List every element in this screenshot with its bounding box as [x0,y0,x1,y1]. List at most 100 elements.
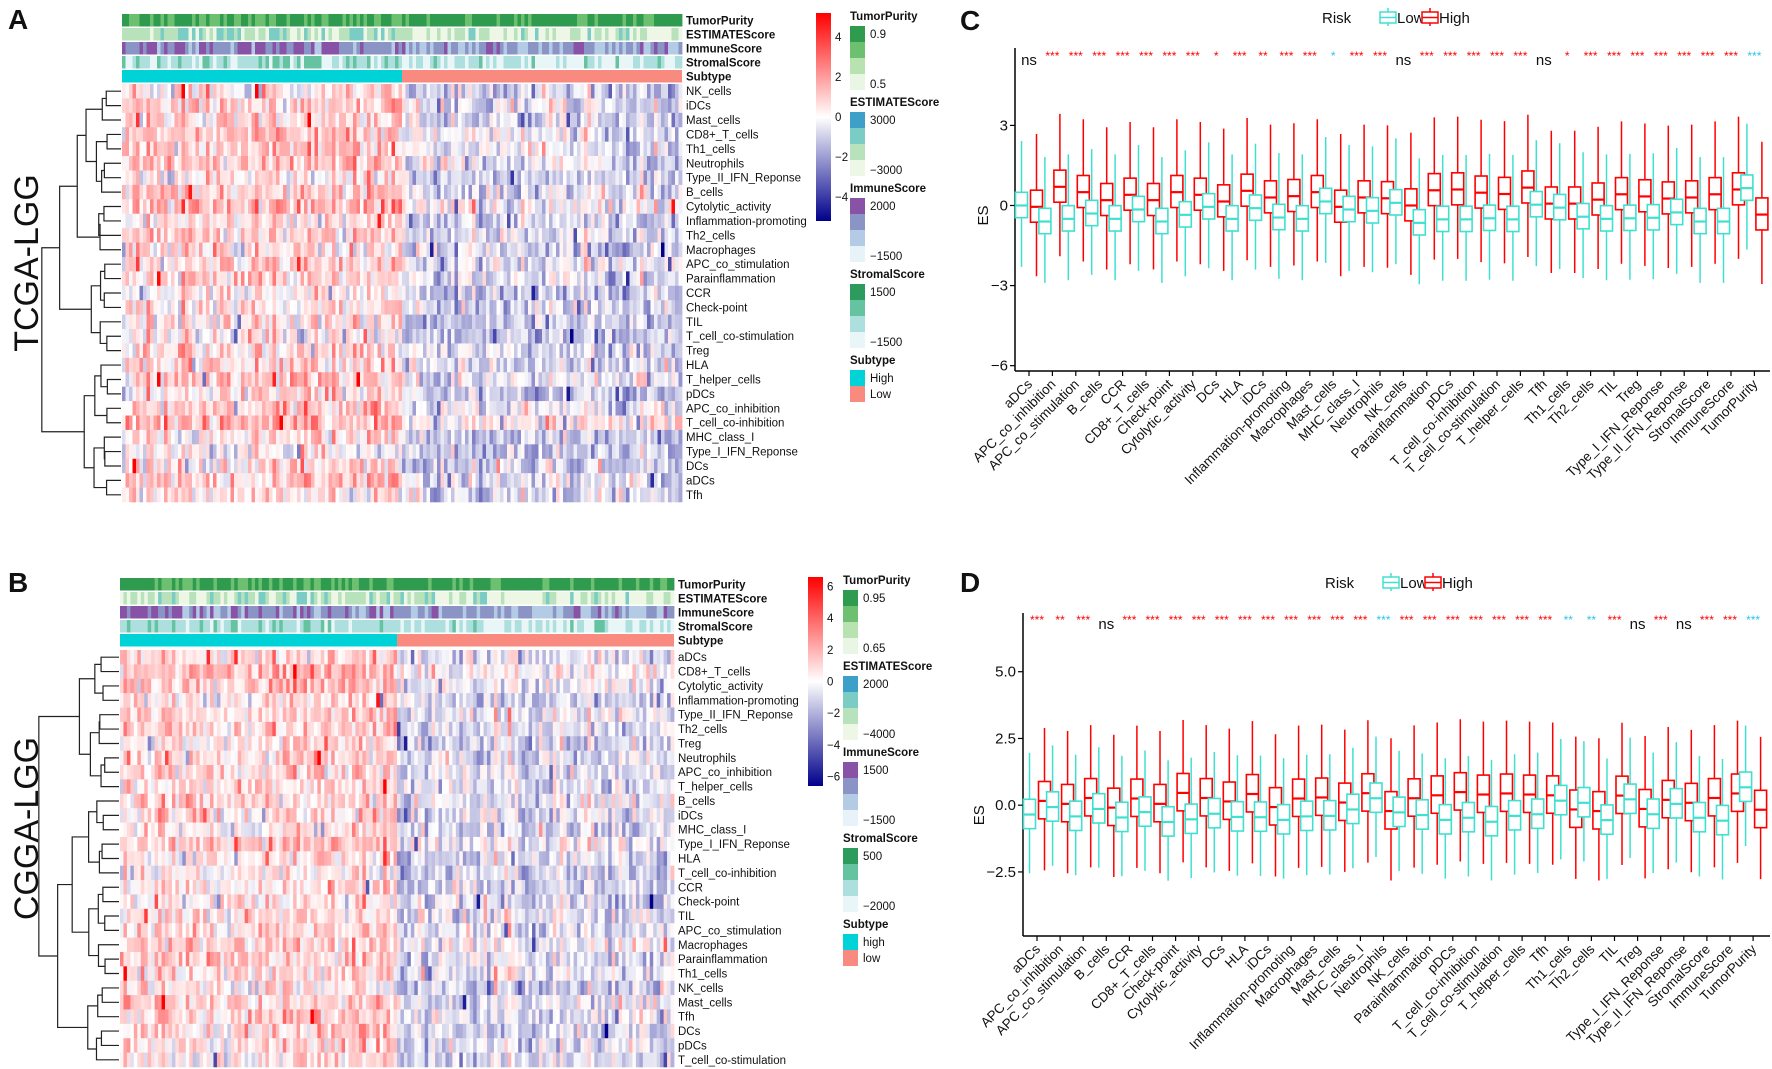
annotation-cell [143,42,147,55]
heatmap-cell [493,184,497,200]
annotation-cell [538,56,543,69]
heatmap-cell [388,343,392,359]
heatmap-cell [552,271,557,287]
heatmap-cell [381,415,385,431]
heatmap-cell [153,170,158,186]
heatmap-cell [654,357,658,373]
heatmap-cell [171,372,175,387]
heatmap-cell [160,314,165,330]
annotation-cell [549,56,553,69]
heatmap-cell [346,271,350,287]
heatmap-cell [549,314,553,330]
heatmap-cell [566,458,571,474]
annotation-cell [622,56,627,69]
heatmap-cell [517,343,522,359]
annotation-cell [584,56,588,69]
heatmap-cell [262,84,266,99]
heatmap-cell [587,213,592,229]
heatmap-cell [381,372,385,387]
heatmap-cell [542,343,546,359]
annotation-cell [598,28,602,41]
heatmap-cell [521,357,525,373]
heatmap-cell [297,401,301,416]
heatmap-cell [248,386,252,402]
heatmap-cell [542,112,546,128]
heatmap-cell [612,458,616,474]
heatmap-cell [395,372,399,387]
annotation-cell [416,42,420,55]
heatmap-cell [269,458,273,474]
heatmap-cell [619,458,623,474]
heatmap-cell [521,127,525,142]
heatmap-cell [412,415,417,431]
heatmap-cell [304,141,308,157]
heatmap-cell [517,271,522,287]
heatmap-cell [297,329,301,344]
heatmap-cell [181,343,186,359]
heatmap-cell [482,141,487,157]
heatmap-cell [591,300,595,315]
heatmap-cell [223,415,228,431]
heatmap-cell [549,242,553,258]
heatmap-cell [535,256,539,272]
heatmap-cell [524,242,529,258]
annotation-cell [671,28,676,41]
heatmap-cell [279,300,284,315]
annotation-cell [297,42,301,55]
annotation-cell [643,14,648,27]
heatmap-cell [377,458,382,474]
heatmap-cell [573,343,578,359]
heatmap-cell [430,314,434,330]
annotation-cell [367,42,371,55]
annotation-cell [566,28,571,41]
heatmap-cell [493,256,497,272]
heatmap-cell [290,285,294,301]
heatmap-cell [349,213,354,229]
heatmap-cell [332,401,336,416]
heatmap-cell [160,343,165,359]
heatmap-cell [647,429,651,445]
heatmap-cell [174,271,179,287]
heatmap-cell [353,429,357,445]
heatmap-cell [559,84,564,99]
heatmap-cell [248,300,252,315]
heatmap-cell [265,84,270,99]
heatmap-cell [626,386,630,402]
heatmap-cell [370,199,375,215]
heatmap-cell [125,141,130,157]
heatmap-cell [440,98,445,114]
heatmap-cell [339,329,343,344]
heatmap-cell [587,458,592,474]
heatmap-cell [514,285,518,301]
heatmap-cell [496,372,501,387]
heatmap-cell [381,401,385,416]
heatmap-cell [531,329,536,344]
heatmap-cell [300,357,305,373]
heatmap-cell [570,271,574,287]
heatmap-cell [146,444,151,460]
heatmap-cell [591,141,595,157]
heatmap-cell [636,329,641,344]
heatmap-cell [269,213,273,229]
heatmap-cell [612,429,616,445]
heatmap-cell [510,300,515,315]
heatmap-cell [405,256,410,272]
heatmap-cell [412,156,417,171]
heatmap-cell [181,84,186,99]
heatmap-cell [213,444,217,460]
heatmap-cell [314,242,319,258]
heatmap-cell [325,444,329,460]
heatmap-cell [125,271,130,287]
heatmap-cell [671,372,676,387]
annotation-cell [391,14,396,27]
heatmap-cell [584,329,588,344]
heatmap-cell [447,285,452,301]
heatmap-cell [479,458,483,474]
heatmap-cell [132,199,137,215]
heatmap-cell [283,213,287,229]
heatmap-cell [423,300,427,315]
heatmap-cell [402,357,406,373]
annotation-cell [325,56,329,69]
annotation-cell [304,42,308,55]
heatmap-cell [587,415,592,431]
